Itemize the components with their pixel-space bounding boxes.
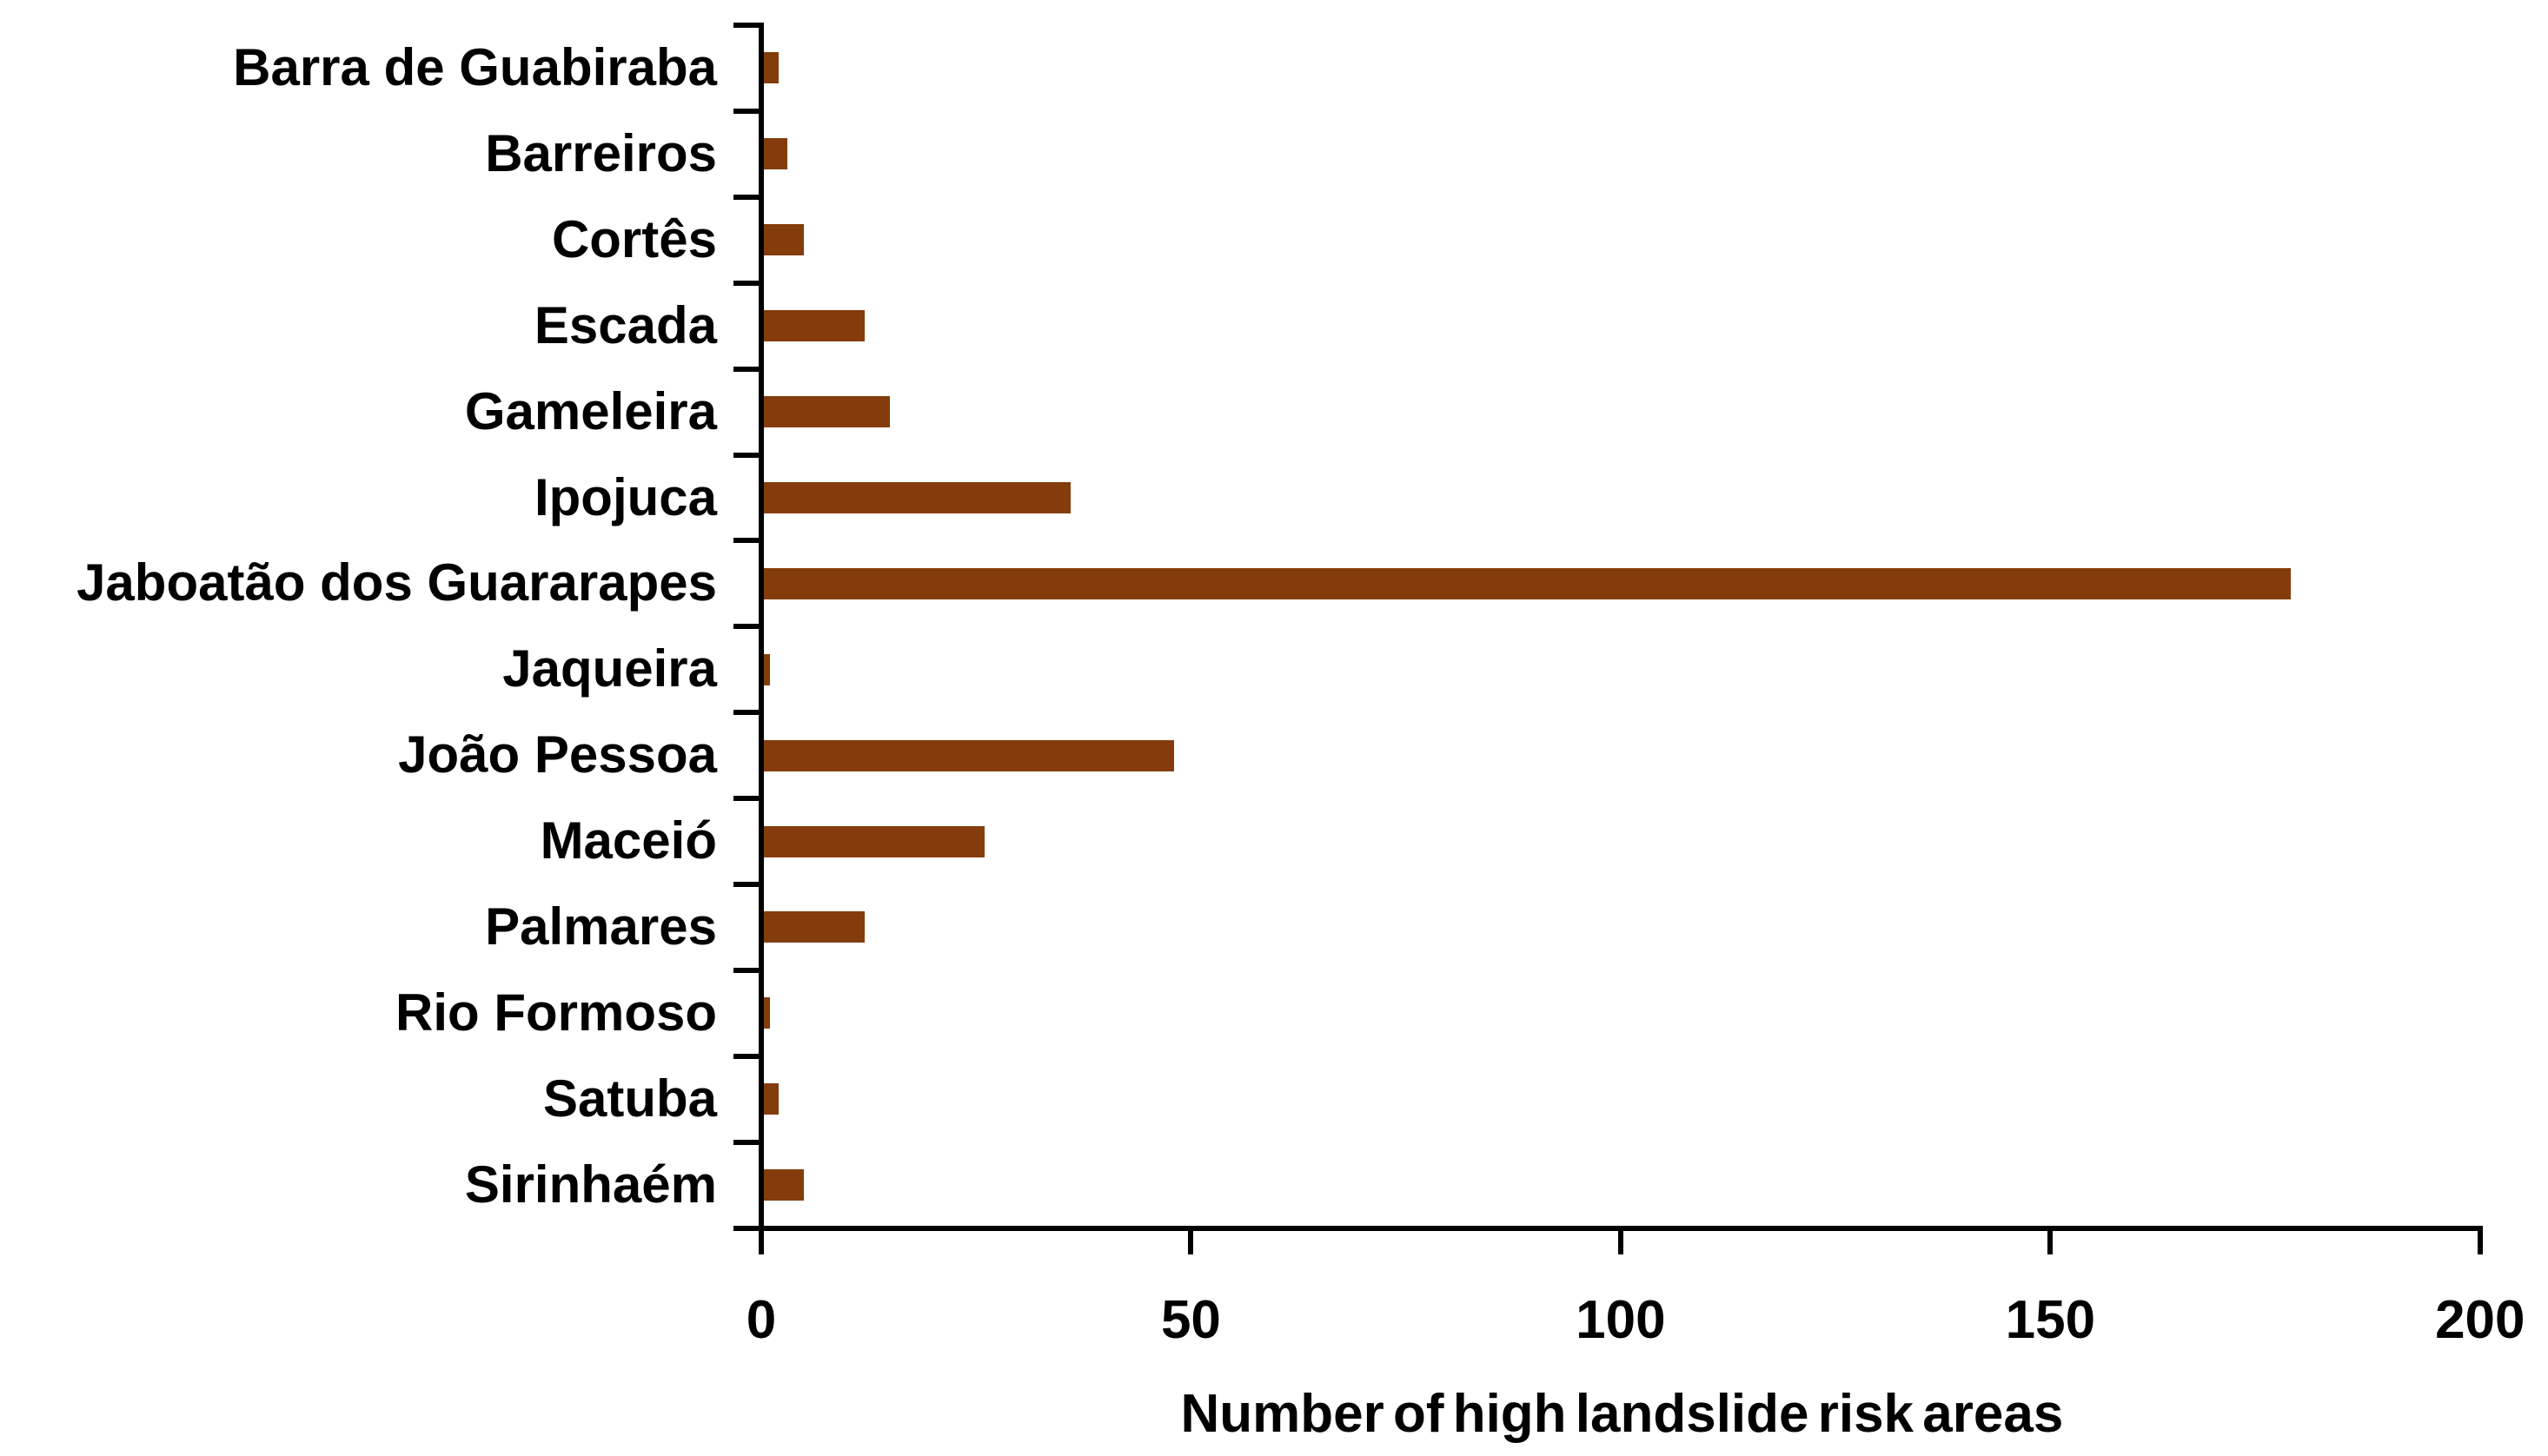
bar <box>764 567 2292 599</box>
category-tick <box>733 1139 759 1145</box>
x-axis-title: Number of high landslide risk areas <box>1180 1384 2064 1444</box>
category-tick <box>733 796 759 802</box>
category-label: Ipojuca <box>534 467 717 526</box>
category-label: Gameleira <box>464 381 717 440</box>
bar <box>764 52 779 84</box>
category-tick <box>733 710 759 716</box>
value-tick-label: 200 <box>2435 1290 2525 1350</box>
bar <box>764 739 1174 771</box>
value-tick <box>2047 1228 2054 1254</box>
category-label: Palmares <box>485 897 717 956</box>
bar <box>764 653 770 685</box>
bar <box>764 138 787 170</box>
bar <box>764 1083 779 1115</box>
category-label: Escada <box>534 295 717 354</box>
category-tick <box>733 280 759 286</box>
category-label: Satuba <box>542 1069 717 1128</box>
bar <box>764 911 865 943</box>
category-tick <box>733 967 759 973</box>
category-label: Cortês <box>551 209 717 268</box>
value-tick-label: 150 <box>2005 1290 2096 1350</box>
category-tick <box>733 1225 759 1231</box>
y-axis-line <box>759 23 764 1231</box>
category-label: Barra de Guabiraba <box>233 38 717 96</box>
category-tick <box>733 452 759 458</box>
bar <box>764 1169 805 1201</box>
value-tick-label: 50 <box>1160 1290 1221 1350</box>
category-label: Maceió <box>540 811 717 870</box>
category-tick <box>733 1053 759 1059</box>
category-tick <box>733 194 759 200</box>
value-tick-label: 100 <box>1576 1290 1666 1350</box>
category-label: João Pessoa <box>398 725 717 784</box>
value-tick-label: 0 <box>746 1290 777 1350</box>
bar <box>764 224 805 256</box>
value-tick <box>2477 1228 2483 1254</box>
category-tick <box>733 624 759 630</box>
bar <box>764 825 985 857</box>
bar <box>764 396 891 428</box>
category-label: Rio Formoso <box>395 983 717 1042</box>
category-tick <box>733 882 759 887</box>
value-tick <box>759 1228 764 1254</box>
category-tick <box>733 538 759 544</box>
category-tick <box>733 23 759 28</box>
value-tick <box>1188 1228 1194 1254</box>
bar <box>764 481 1071 513</box>
category-label: Sirinhaém <box>464 1155 717 1214</box>
bar <box>764 997 770 1029</box>
value-tick <box>1617 1228 1623 1254</box>
bar <box>764 310 865 342</box>
category-label: Barreiros <box>485 123 717 182</box>
category-tick <box>733 108 759 114</box>
category-label: Jaboatão dos Guararapes <box>76 553 717 612</box>
category-label: Jaqueira <box>502 639 717 698</box>
category-tick <box>733 366 759 372</box>
